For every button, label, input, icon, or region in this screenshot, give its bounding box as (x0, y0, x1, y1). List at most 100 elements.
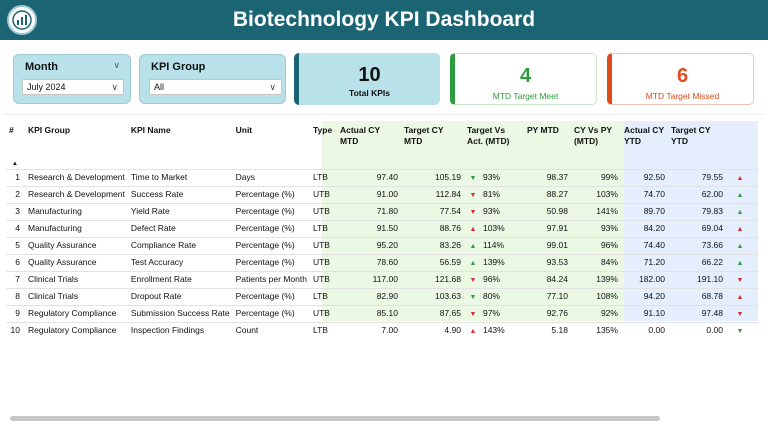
table-row[interactable]: 9 Regulatory Compliance Submission Success… (6, 304, 758, 322)
cell-target-vs-act-mtd: ▲ 139% (463, 253, 524, 271)
cell-target-cy-mtd: 4.90 (400, 321, 464, 339)
triangle-down-red-icon: ▼ (469, 191, 477, 199)
chevron-down-icon[interactable]: ∨ (113, 60, 120, 70)
divider (4, 114, 764, 115)
triangle-down-red-icon: ▼ (469, 276, 477, 284)
target-vs-act-value: 93% (482, 205, 500, 216)
cell-actual-cy-ytd: 71.20 (620, 253, 668, 271)
cell-ytd-indicator: ▲ (725, 236, 758, 254)
table-row[interactable]: 5 Quality Assurance Compliance Rate Percent… (6, 236, 758, 254)
cell-target-cy-ytd: 69.04 (667, 219, 726, 237)
cell-target-cy-ytd: 79.83 (667, 202, 726, 220)
table-row[interactable]: 8 Clinical Trials Dropout Rate Percentage (… (6, 287, 758, 305)
cell-kpi-group: Clinical Trials (25, 270, 128, 288)
cell-cy-vs-py-mtd: 135% (570, 321, 621, 339)
cell-unit: Percentage (%) (232, 253, 310, 271)
col-header-py-mtd[interactable]: PY MTD (526, 125, 559, 135)
triangle-up-red-icon: ▲ (736, 293, 744, 301)
cell-target-cy-mtd: 88.76 (400, 219, 464, 237)
cell-kpi-group: Research & Development (25, 168, 128, 186)
cell-actual-cy-mtd: 82.90 (336, 287, 401, 305)
cell-py-mtd: 77.10 (523, 287, 571, 305)
horizontal-scrollbar[interactable] (10, 416, 660, 421)
kpi-group-label: KPI Group (151, 61, 206, 73)
cell-type: LTB (309, 219, 337, 237)
cell-unit: Percentage (%) (232, 202, 310, 220)
col-header-kpi-group[interactable]: KPI Group (28, 125, 71, 135)
cell-unit: Count (232, 321, 310, 339)
cell-unit: Percentage (%) (232, 185, 310, 203)
cell-actual-cy-ytd: 91.10 (620, 304, 668, 322)
month-dropdown[interactable]: July 2024 ∨ (22, 79, 124, 95)
col-header-unit[interactable]: Unit (235, 125, 253, 135)
target-vs-act-value: 96% (482, 273, 500, 284)
cell-target-vs-act-mtd: ▲ 143% (463, 321, 524, 339)
cell-py-mtd: 84.24 (523, 270, 571, 288)
row-index: 8 (6, 287, 25, 305)
cell-ytd-indicator: ▲ (725, 219, 758, 237)
cell-unit: Percentage (%) (232, 219, 310, 237)
cell-kpi-name: Submission Success Rate (127, 304, 233, 322)
table-row[interactable]: 3 Manufacturing Yield Rate Percentage (%) UT… (6, 202, 758, 220)
col-header-index[interactable]: # (6, 121, 25, 170)
kpi-group-dropdown[interactable]: All ∨ (149, 79, 282, 95)
cell-target-cy-mtd: 56.59 (400, 253, 464, 271)
col-header-actual-cy-mtd[interactable]: Actual CY MTD (339, 125, 380, 146)
col-header-target-cy-ytd[interactable]: Target CY YTD (670, 125, 711, 146)
mtd-target-meet-card: 4 MTD Target Meet (450, 53, 597, 105)
row-index: 2 (6, 185, 25, 203)
table-row[interactable]: 10 Regulatory Compliance Inspection Findin… (6, 321, 758, 339)
cell-actual-cy-ytd: 89.70 (620, 202, 668, 220)
cell-target-cy-mtd: 87.65 (400, 304, 464, 322)
cell-target-cy-ytd: 191.10 (667, 270, 726, 288)
cell-py-mtd: 97.91 (523, 219, 571, 237)
triangle-up-green-icon: ▲ (469, 242, 477, 250)
table-row[interactable]: 1 Research & Development Time to Market Day… (6, 168, 758, 186)
page-title: Biotechnology KPI Dashboard (232, 8, 536, 31)
cell-py-mtd: 93.53 (523, 253, 571, 271)
cell-actual-cy-mtd: 78.60 (336, 253, 401, 271)
cell-kpi-name: Yield Rate (127, 202, 233, 220)
mtd-target-missed-card: 6 MTD Target Missed (607, 53, 754, 105)
target-vs-act-value: 93% (482, 171, 500, 182)
table-row[interactable]: 7 Clinical Trials Enrollment Rate Patients … (6, 270, 758, 288)
header-bar: Biotechnology KPI Dashboard (0, 0, 768, 40)
cell-kpi-name: Enrollment Rate (127, 270, 233, 288)
cell-cy-vs-py-mtd: 108% (570, 287, 621, 305)
row-index: 7 (6, 270, 25, 288)
cell-cy-vs-py-mtd: 99% (570, 168, 621, 186)
cell-unit: Percentage (%) (232, 304, 310, 322)
cell-actual-cy-ytd: 84.20 (620, 219, 668, 237)
table-row[interactable]: 6 Quality Assurance Test Accuracy Percentag… (6, 253, 758, 271)
triangle-up-red-icon: ▲ (736, 174, 744, 182)
cell-actual-cy-ytd: 74.70 (620, 185, 668, 203)
target-vs-act-value: 114% (482, 239, 505, 250)
col-header-actual-cy-ytd[interactable]: Actual CY YTD (623, 125, 664, 146)
cell-py-mtd: 5.18 (523, 321, 571, 339)
cell-kpi-group: Clinical Trials (25, 287, 128, 305)
cell-unit: Percentage (%) (232, 287, 310, 305)
cell-target-cy-mtd: 103.63 (400, 287, 464, 305)
cell-type: UTB (309, 202, 337, 220)
col-header-cy-vs-py-mtd[interactable]: CY Vs PY (MTD) (573, 125, 612, 146)
cell-target-cy-ytd: 62.00 (667, 185, 726, 203)
month-value: July 2024 (27, 82, 66, 92)
cell-target-cy-ytd: 79.55 (667, 168, 726, 186)
table-row[interactable]: 2 Research & Development Success Rate Perce… (6, 185, 758, 203)
cell-target-cy-mtd: 121.68 (400, 270, 464, 288)
cell-kpi-group: Research & Development (25, 185, 128, 203)
row-index: 9 (6, 304, 25, 322)
col-header-target-cy-mtd[interactable]: Target CY MTD (403, 125, 444, 146)
table-row[interactable]: 4 Manufacturing Defect Rate Percentage (%) L… (6, 219, 758, 237)
cell-ytd-indicator: ▲ (725, 168, 758, 186)
cell-actual-cy-mtd: 117.00 (336, 270, 401, 288)
col-header-type[interactable]: Type (312, 125, 333, 135)
col-header-kpi-name[interactable]: KPI Name (130, 125, 171, 135)
cell-type: LTB (309, 321, 337, 339)
cell-type: UTB (309, 270, 337, 288)
cell-target-cy-ytd: 73.66 (667, 236, 726, 254)
cell-target-vs-act-mtd: ▼ 96% (463, 270, 524, 288)
cell-cy-vs-py-mtd: 96% (570, 236, 621, 254)
col-header-target-vs-act-mtd[interactable]: Target Vs Act. (MTD) (466, 125, 510, 146)
cell-target-vs-act-mtd: ▼ 80% (463, 287, 524, 305)
